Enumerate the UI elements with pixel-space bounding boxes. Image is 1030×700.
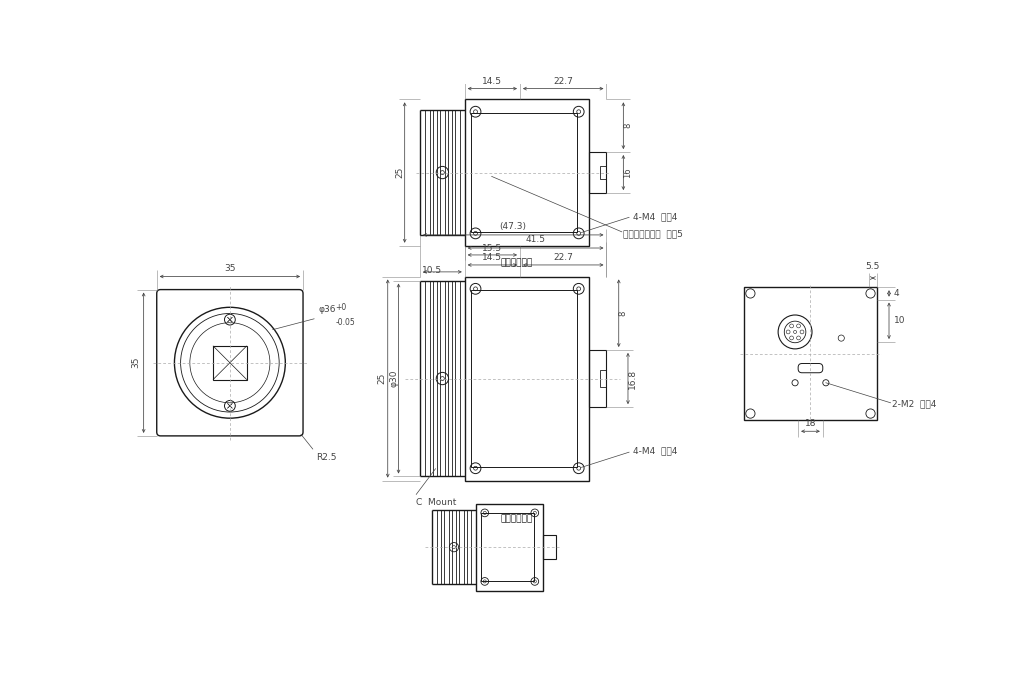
Text: カメラ三脚ネジ  深さ5: カメラ三脚ネジ 深さ5 (623, 229, 683, 238)
Text: 16.8: 16.8 (628, 368, 638, 388)
Bar (589, 152, 607, 193)
Bar (543, 535, 555, 559)
Text: 25: 25 (396, 167, 405, 178)
Text: 対面同一形状: 対面同一形状 (501, 514, 533, 524)
Text: 4: 4 (894, 289, 899, 298)
Text: (47.3): (47.3) (500, 222, 526, 231)
Text: 4-M4  深さ4: 4-M4 深さ4 (633, 447, 678, 456)
Bar (600, 167, 607, 178)
Bar (465, 276, 589, 480)
Bar (589, 350, 607, 407)
Text: R2.5: R2.5 (316, 453, 337, 462)
Text: 35: 35 (225, 265, 236, 274)
Text: 対面同一形状: 対面同一形状 (501, 258, 533, 267)
Text: 15.5: 15.5 (482, 244, 503, 253)
Text: 10.5: 10.5 (421, 266, 442, 275)
Text: 2-M2  深さ4: 2-M2 深さ4 (892, 400, 936, 409)
Bar (213, 346, 247, 379)
Text: 8: 8 (623, 123, 632, 128)
Text: 35: 35 (132, 357, 140, 368)
Bar (481, 513, 534, 582)
Text: 16: 16 (623, 167, 632, 178)
Bar (471, 113, 577, 232)
Text: C  Mount: C Mount (416, 498, 456, 507)
Text: φ30: φ30 (389, 370, 399, 387)
Bar (745, 287, 877, 420)
Bar (476, 504, 543, 591)
Text: 22.7: 22.7 (553, 253, 573, 262)
Text: 4-M4  深さ4: 4-M4 深さ4 (633, 212, 678, 221)
Text: 22.7: 22.7 (553, 76, 573, 85)
Bar (600, 370, 607, 387)
Bar (465, 99, 589, 246)
Text: 41.5: 41.5 (525, 235, 546, 244)
Text: 14.5: 14.5 (482, 76, 503, 85)
Bar (471, 290, 577, 467)
Text: φ36: φ36 (318, 305, 336, 314)
Text: 25: 25 (378, 373, 387, 384)
Text: 14.5: 14.5 (482, 253, 503, 262)
Text: 8: 8 (619, 311, 628, 316)
Text: -0.05: -0.05 (336, 318, 355, 327)
Text: +0: +0 (336, 303, 347, 312)
Text: 5.5: 5.5 (865, 262, 880, 271)
Text: 18: 18 (804, 419, 816, 428)
Text: 10: 10 (894, 316, 905, 326)
